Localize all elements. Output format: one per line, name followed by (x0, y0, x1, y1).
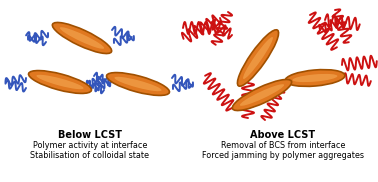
Ellipse shape (36, 75, 84, 89)
Ellipse shape (107, 73, 169, 95)
Ellipse shape (293, 74, 338, 82)
Text: Polymer activity at interface: Polymer activity at interface (33, 141, 147, 150)
Ellipse shape (243, 37, 273, 79)
Ellipse shape (237, 30, 279, 86)
Ellipse shape (285, 70, 345, 86)
Text: Forced jamming by polymer aggregates: Forced jamming by polymer aggregates (202, 151, 364, 160)
Ellipse shape (232, 80, 292, 110)
Ellipse shape (52, 22, 112, 54)
Text: Above LCST: Above LCST (251, 130, 316, 140)
Ellipse shape (240, 84, 284, 106)
Ellipse shape (29, 71, 91, 93)
Text: Stabilisation of colloidal state: Stabilisation of colloidal state (31, 151, 150, 160)
Text: Below LCST: Below LCST (58, 130, 122, 140)
Ellipse shape (60, 27, 104, 49)
Text: Removal of BCS from interface: Removal of BCS from interface (221, 141, 345, 150)
Ellipse shape (115, 77, 161, 91)
